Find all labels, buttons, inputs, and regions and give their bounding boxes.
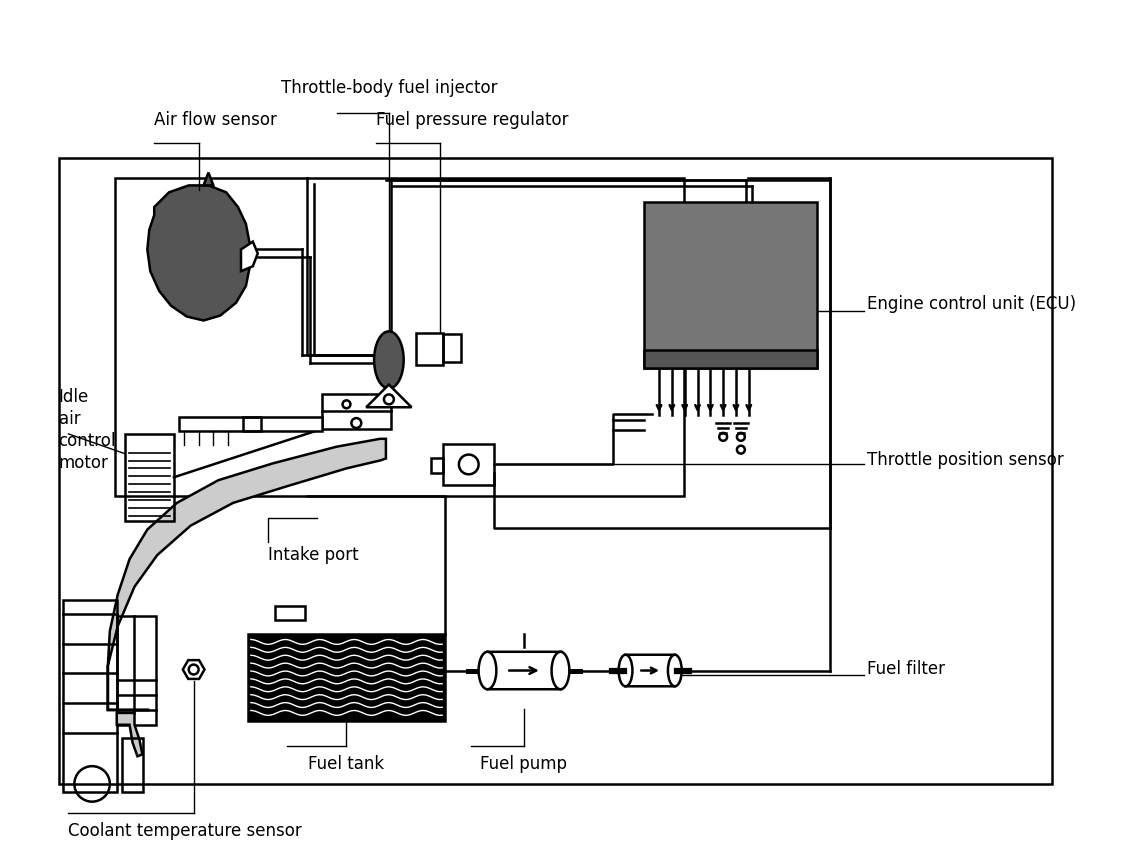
Bar xyxy=(443,444,495,486)
Text: Intake port: Intake port xyxy=(268,545,358,564)
Text: Throttle-body fuel injector: Throttle-body fuel injector xyxy=(281,78,497,96)
Text: Fuel pressure regulator: Fuel pressure regulator xyxy=(376,111,569,129)
FancyBboxPatch shape xyxy=(625,655,675,687)
Bar xyxy=(322,395,391,429)
Text: Fuel tank: Fuel tank xyxy=(308,754,385,773)
Bar xyxy=(431,458,443,474)
Ellipse shape xyxy=(668,655,682,687)
Bar xyxy=(248,634,445,721)
Bar xyxy=(116,617,156,725)
Bar xyxy=(275,607,305,620)
Bar xyxy=(243,417,261,431)
Text: Engine control unit (ECU): Engine control unit (ECU) xyxy=(867,295,1076,313)
Polygon shape xyxy=(366,385,412,408)
Polygon shape xyxy=(240,242,257,272)
Text: Fuel pump: Fuel pump xyxy=(481,754,568,773)
Text: Coolant temperature sensor: Coolant temperature sensor xyxy=(69,821,303,839)
Polygon shape xyxy=(147,187,250,321)
Bar xyxy=(178,417,322,431)
Bar xyxy=(124,435,174,521)
Text: Air flow sensor: Air flow sensor xyxy=(155,111,277,129)
Bar xyxy=(59,158,1052,784)
Polygon shape xyxy=(183,660,204,679)
Ellipse shape xyxy=(479,652,497,689)
FancyBboxPatch shape xyxy=(488,652,561,689)
Polygon shape xyxy=(203,174,213,187)
Bar xyxy=(62,600,116,792)
Bar xyxy=(443,335,461,362)
Ellipse shape xyxy=(552,652,569,689)
Ellipse shape xyxy=(619,655,632,687)
Bar xyxy=(415,334,443,366)
Bar xyxy=(115,178,684,497)
Ellipse shape xyxy=(374,332,404,389)
Polygon shape xyxy=(108,440,386,710)
Bar xyxy=(122,738,143,792)
Text: Idle
air
control
motor: Idle air control motor xyxy=(59,387,116,472)
Circle shape xyxy=(384,395,394,405)
Bar xyxy=(645,351,816,368)
Polygon shape xyxy=(116,713,142,757)
Text: Throttle position sensor: Throttle position sensor xyxy=(867,450,1064,468)
Text: Fuel filter: Fuel filter xyxy=(867,659,945,676)
Bar xyxy=(645,203,816,368)
